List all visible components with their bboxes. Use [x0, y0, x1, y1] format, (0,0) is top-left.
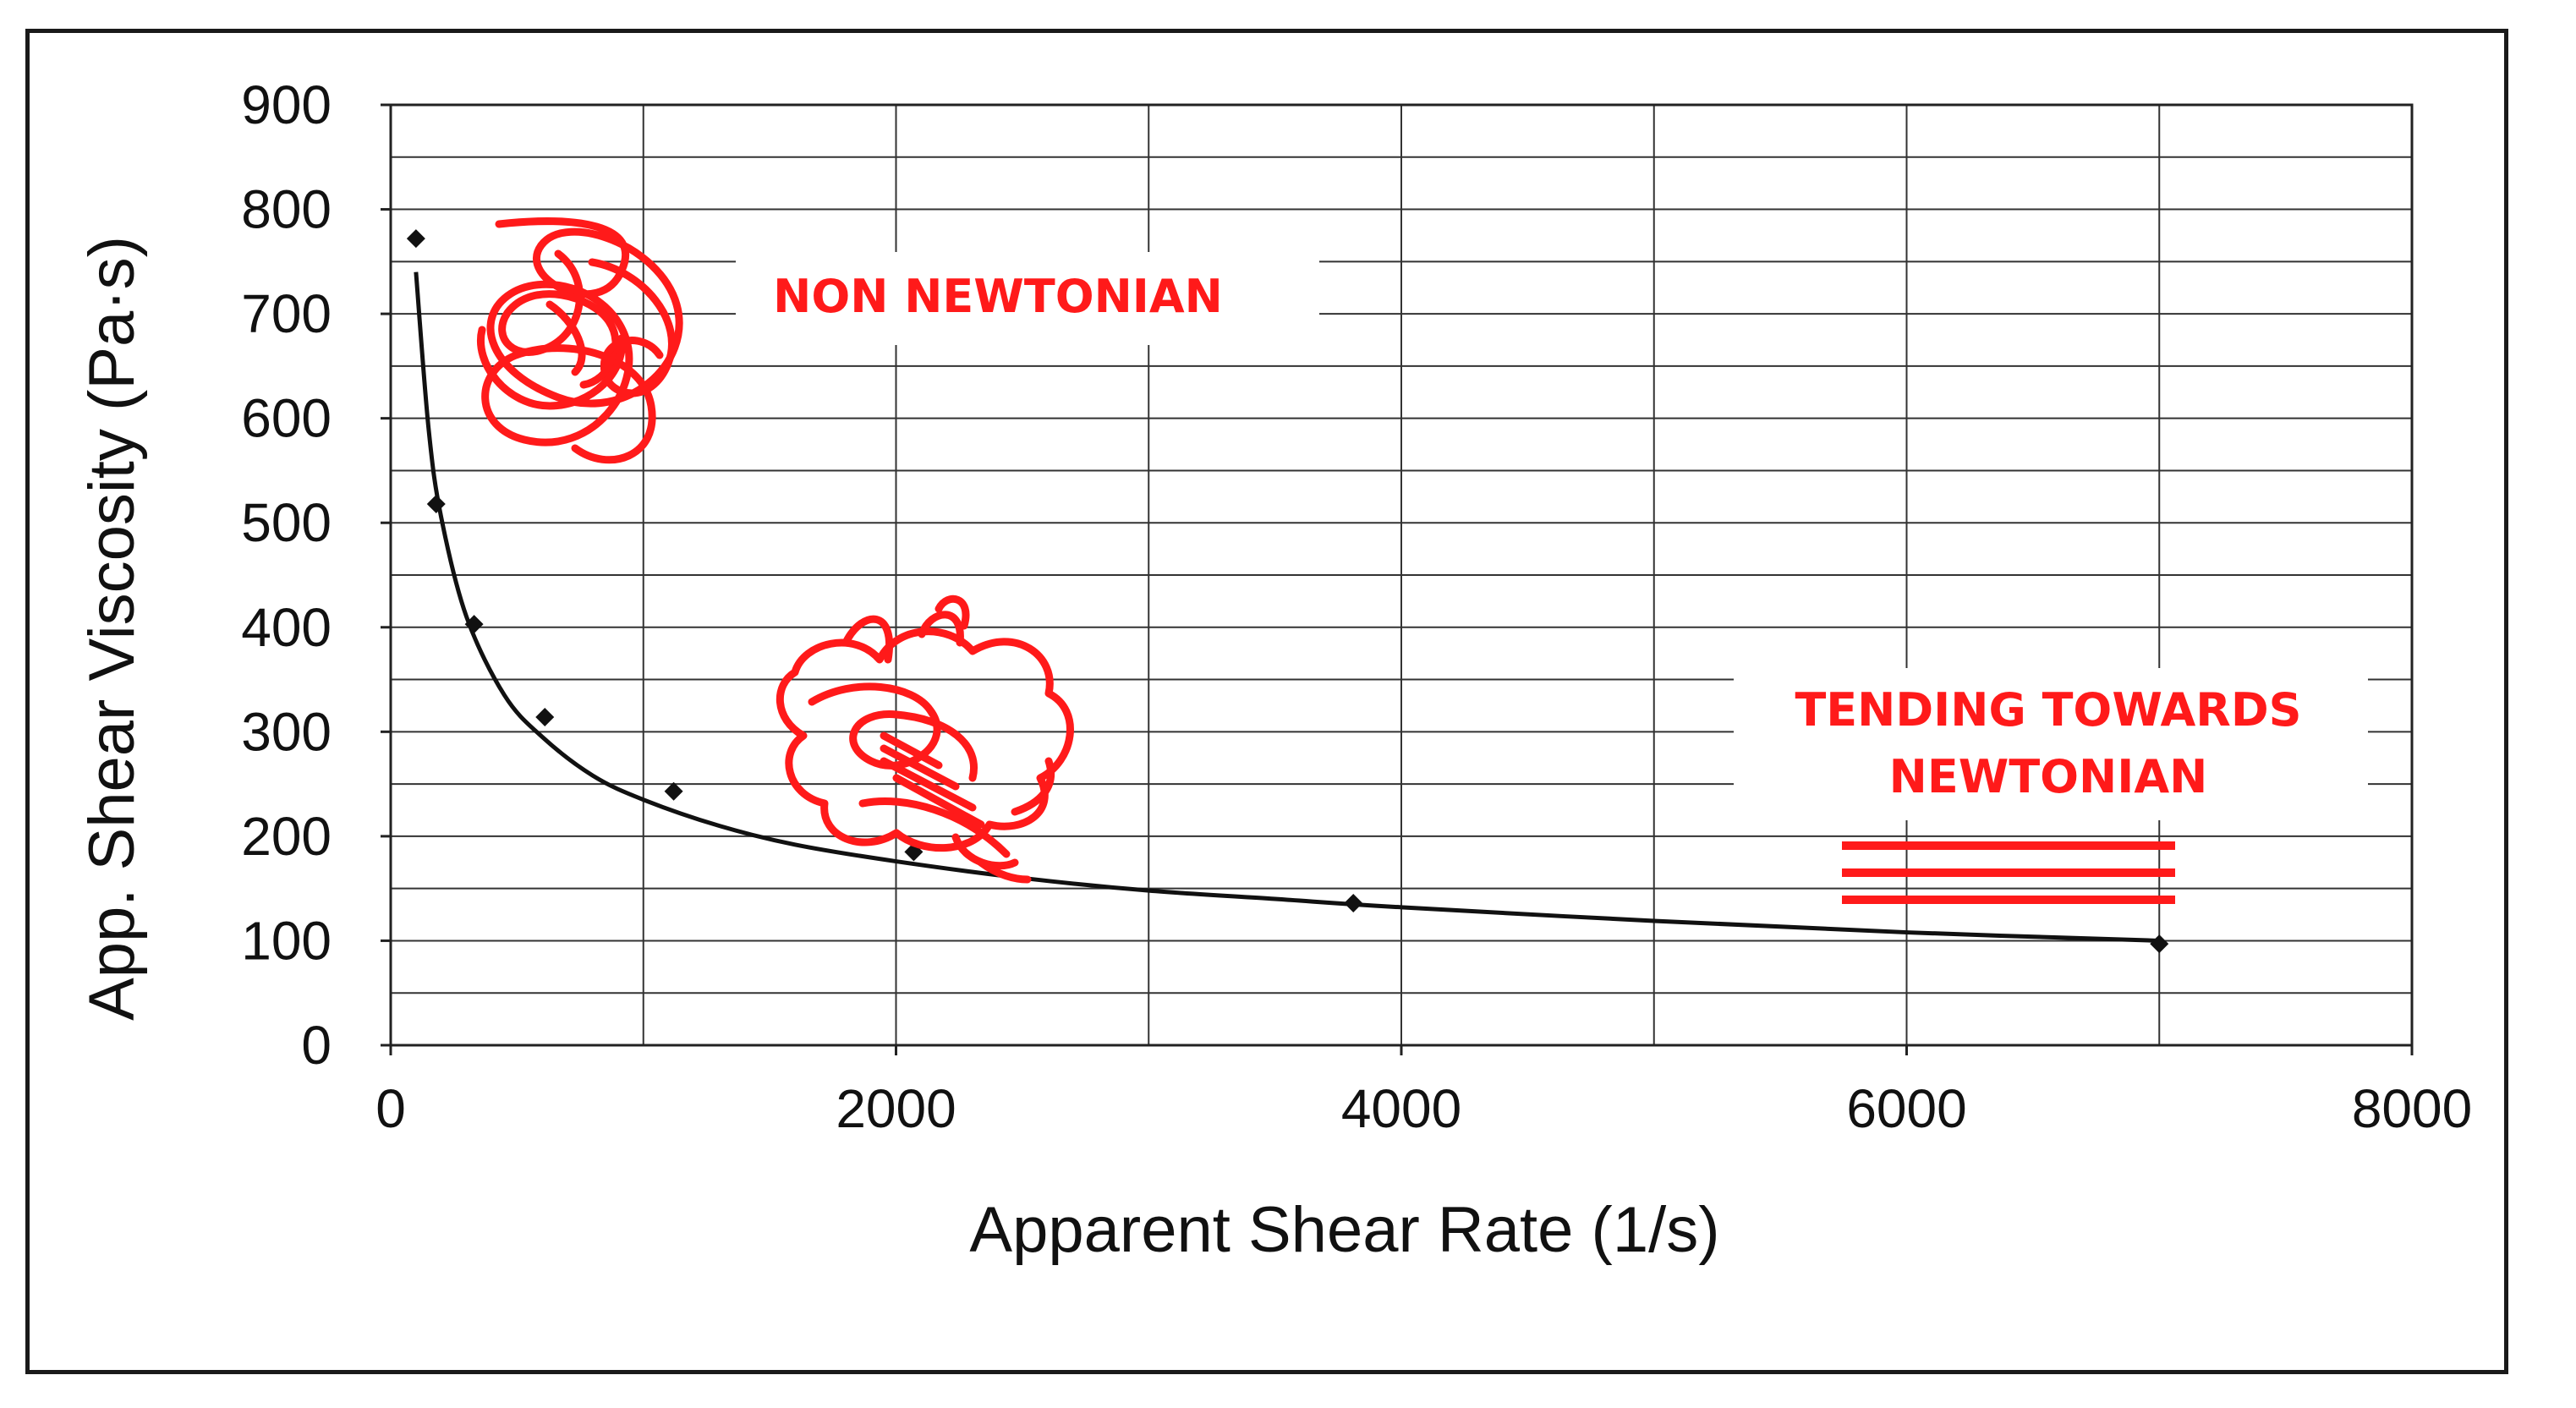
- y-tick-label: 200: [241, 806, 332, 867]
- data-point: [535, 708, 555, 727]
- x-tick-label: 4000: [1341, 1078, 1461, 1139]
- data-point: [1344, 893, 1363, 912]
- y-tick-label: 100: [241, 910, 332, 971]
- partially-aligned-coil-icon: [776, 594, 1074, 884]
- non-newtonian-label-bg: [736, 252, 1319, 345]
- y-tick-label: 300: [241, 701, 332, 762]
- data-points: [406, 229, 2169, 954]
- fit-curve: [414, 271, 2160, 943]
- data-point: [664, 781, 683, 801]
- y-tick-label: 0: [301, 1015, 332, 1076]
- x-axis-ticks: 0 2000 4000 6000 8000: [375, 1045, 2472, 1139]
- y-tick-label: 800: [241, 179, 332, 240]
- y-tick-label: 700: [241, 283, 332, 344]
- x-tick-label: 0: [375, 1078, 406, 1139]
- tangled-coil-icon: [477, 217, 683, 464]
- y-tick-label: 500: [241, 492, 332, 553]
- data-point: [406, 229, 425, 249]
- data-point: [2150, 934, 2169, 954]
- x-tick-label: 2000: [836, 1078, 956, 1139]
- x-tick-label: 6000: [1846, 1078, 1966, 1139]
- y-tick-label: 400: [241, 597, 332, 658]
- y-tick-label: 900: [241, 74, 332, 135]
- aligned-chains-icon: [1842, 841, 2175, 904]
- y-tick-label: 600: [241, 388, 332, 449]
- tending-label-line1: TENDING TOWARDS: [1795, 683, 2301, 737]
- newtonian-label-bg: [1734, 668, 2368, 820]
- x-axis-title: Apparent Shear Rate (1/s): [969, 1194, 1719, 1266]
- non-newtonian-label: NON NEWTONIAN: [773, 270, 1223, 323]
- x-tick-label: 8000: [2352, 1078, 2472, 1139]
- data-point: [426, 494, 446, 513]
- tending-label-line2: NEWTONIAN: [1889, 750, 2208, 803]
- data-point: [464, 615, 484, 634]
- y-axis-ticks: 0 100 200 300 400 500 600 700 800 900: [241, 74, 391, 1076]
- y-axis-title: App. Shear Viscosity (Pa·s): [76, 236, 148, 1021]
